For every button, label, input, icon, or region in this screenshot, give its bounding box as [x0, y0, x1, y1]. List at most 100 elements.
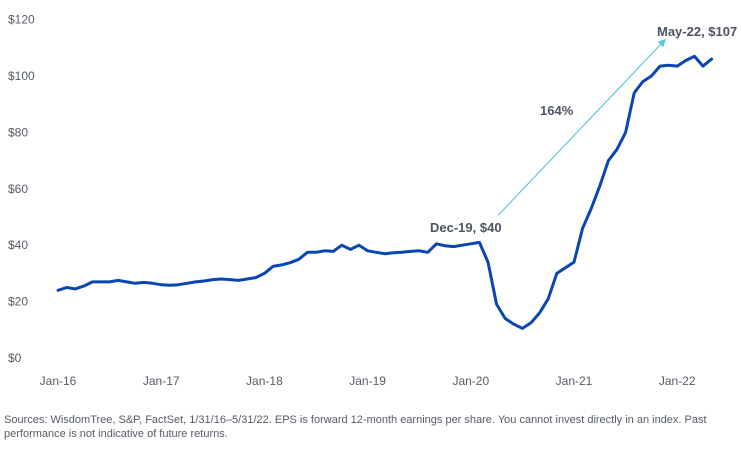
data-point — [478, 241, 481, 244]
data-point — [323, 249, 326, 252]
data-point — [641, 80, 644, 83]
data-point — [564, 266, 567, 269]
data-point — [676, 65, 679, 68]
data-point — [581, 227, 584, 230]
series-points — [57, 55, 714, 330]
data-point — [91, 280, 94, 283]
y-tick-label: $120 — [8, 13, 35, 27]
data-point — [297, 258, 300, 261]
y-tick-label: $80 — [8, 125, 28, 139]
data-point — [280, 263, 283, 266]
growth-arrow — [497, 38, 666, 216]
data-point — [469, 242, 472, 245]
data-point — [57, 289, 60, 292]
data-point — [530, 321, 533, 324]
data-point — [598, 185, 601, 188]
data-point — [100, 280, 103, 283]
data-point — [452, 245, 455, 248]
data-point — [504, 317, 507, 320]
data-point — [616, 148, 619, 151]
annotation-start-label: Dec-19, $40 — [430, 220, 502, 235]
data-point — [332, 250, 335, 253]
data-point — [547, 297, 550, 300]
data-point — [426, 251, 429, 254]
data-point — [340, 244, 343, 247]
annotation-growth-label: 164% — [540, 103, 574, 118]
data-point — [487, 261, 490, 264]
y-tick-label: $40 — [8, 238, 28, 252]
y-tick-label: $0 — [8, 351, 22, 365]
data-point — [383, 252, 386, 255]
series-line-eps — [56, 54, 714, 330]
annotation-end-label: May-22, $107 — [657, 24, 737, 39]
data-point — [246, 278, 249, 281]
data-point — [211, 278, 214, 281]
data-point — [108, 280, 111, 283]
x-tick-label: Jan-16 — [40, 374, 77, 388]
data-point — [659, 65, 662, 68]
data-point — [289, 261, 292, 264]
x-tick-label: Jan-18 — [246, 374, 283, 388]
data-point — [203, 280, 206, 283]
data-point — [117, 279, 120, 282]
data-point — [220, 278, 223, 281]
eps-line-chart: $0$20$40$60$80$100$120 Jan-16 Jan-17 Jan-1… — [8, 13, 737, 388]
data-point — [134, 282, 137, 285]
x-tick-label: Jan-20 — [452, 374, 489, 388]
data-point — [65, 286, 68, 289]
data-point — [125, 280, 128, 283]
data-point — [229, 278, 232, 281]
data-point — [82, 285, 85, 288]
data-point — [710, 58, 713, 61]
data-point — [194, 280, 197, 283]
data-point — [512, 323, 515, 326]
y-tick-label: $100 — [8, 69, 35, 83]
data-point — [177, 283, 180, 286]
data-point — [358, 244, 361, 247]
data-point — [349, 248, 352, 251]
data-point — [306, 251, 309, 254]
x-tick-label: Jan-22 — [659, 374, 696, 388]
data-point — [375, 251, 378, 254]
data-point — [168, 284, 171, 287]
data-point — [521, 327, 524, 330]
data-point — [495, 303, 498, 306]
y-tick-label: $20 — [8, 295, 28, 309]
data-point — [409, 250, 412, 253]
data-point — [263, 272, 266, 275]
data-point — [590, 207, 593, 210]
data-point — [650, 75, 653, 78]
data-point — [684, 59, 687, 62]
data-point — [315, 251, 318, 254]
data-point — [143, 281, 146, 284]
data-point — [74, 287, 77, 290]
data-point — [392, 251, 395, 254]
data-point — [538, 311, 541, 314]
data-point — [401, 251, 404, 254]
data-point — [607, 159, 610, 162]
x-axis: Jan-16 Jan-17 Jan-18 Jan-19 Jan-20 Jan-21 Jan-… — [40, 374, 696, 388]
data-point — [254, 276, 257, 279]
data-point — [418, 249, 421, 252]
x-tick-label: Jan-21 — [556, 374, 593, 388]
y-axis: $0 $20 $40 $60 $80 $100 $120 — [8, 13, 35, 365]
data-point — [151, 282, 154, 285]
data-point — [693, 55, 696, 58]
y-tick-label: $60 — [8, 182, 28, 196]
data-point — [624, 131, 627, 134]
data-point — [435, 242, 438, 245]
x-tick-label: Jan-19 — [349, 374, 386, 388]
data-point — [555, 272, 558, 275]
data-point — [186, 282, 189, 285]
data-point — [366, 249, 369, 252]
data-point — [702, 65, 705, 68]
data-point — [667, 64, 670, 67]
data-point — [444, 244, 447, 247]
data-point — [272, 265, 275, 268]
data-point — [633, 91, 636, 94]
x-tick-label: Jan-17 — [143, 374, 180, 388]
chart-footnote: Sources: WisdomTree, S&P, FactSet, 1/31/… — [4, 414, 707, 440]
data-point — [573, 261, 576, 264]
data-point — [237, 279, 240, 282]
